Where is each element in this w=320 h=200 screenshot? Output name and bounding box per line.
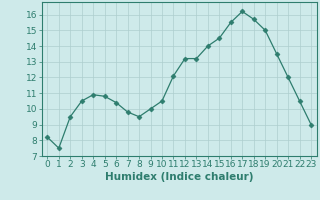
X-axis label: Humidex (Indice chaleur): Humidex (Indice chaleur) — [105, 172, 253, 182]
